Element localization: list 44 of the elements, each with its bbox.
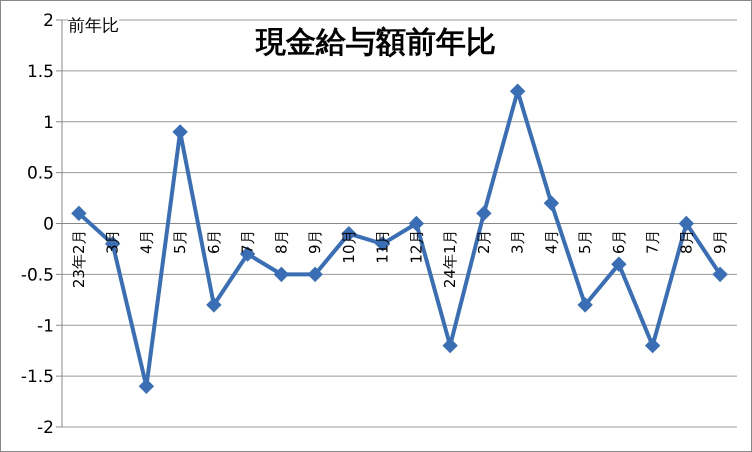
y-axis-title: 前年比 (68, 14, 119, 37)
x-tick-label: 7月 (644, 230, 662, 254)
y-tick-label: -2 (37, 418, 54, 438)
x-tick-label: 24年1月 (441, 230, 460, 288)
point (578, 297, 593, 312)
x-tick-label: 6月 (610, 230, 628, 254)
x-tick-label: 23年2月 (70, 230, 88, 288)
x-tick-label: 4月 (137, 230, 156, 254)
y-tick-label: -1.5 (20, 367, 54, 388)
x-tick-label: 11月 (374, 230, 392, 264)
x-tick-label: 9月 (711, 230, 730, 254)
x-tick-label: 10月 (340, 230, 358, 264)
x-tick-label: 2月 (474, 230, 493, 254)
point (712, 266, 728, 282)
x-tick-label: 4月 (542, 230, 560, 254)
point (544, 196, 559, 211)
x-tick-label: 5月 (576, 230, 594, 254)
x-tick-label: 8月 (677, 230, 696, 254)
y-tick-label: -1 (37, 316, 54, 336)
x-tick-label: 3月 (104, 230, 122, 254)
y-tick-label: -0.5 (20, 265, 54, 286)
x-tick-label: 12月 (407, 230, 426, 264)
point (476, 206, 492, 221)
x-tick-label: 7月 (238, 230, 257, 254)
x-tick-label: 5月 (171, 230, 190, 254)
y-tick-label: 2 (43, 11, 54, 32)
y-tick-label: 1 (43, 112, 54, 133)
point (274, 266, 289, 282)
chart-title: 現金給与額前年比 (256, 25, 496, 60)
x-tick-label: 8月 (272, 230, 290, 254)
point (611, 256, 626, 272)
x-tick-label: 6月 (204, 230, 223, 254)
point (678, 216, 694, 231)
x-tick-label: 3月 (508, 230, 527, 254)
point (408, 216, 424, 231)
x-tick-label: 9月 (306, 230, 324, 254)
point (645, 338, 660, 354)
y-tick-label: 1.5 (26, 62, 54, 82)
point (206, 297, 222, 312)
y-tick-label: 0.5 (26, 164, 54, 184)
point (71, 206, 86, 221)
point (510, 84, 526, 99)
point (308, 266, 323, 282)
y-tick-label: 0 (43, 214, 54, 235)
